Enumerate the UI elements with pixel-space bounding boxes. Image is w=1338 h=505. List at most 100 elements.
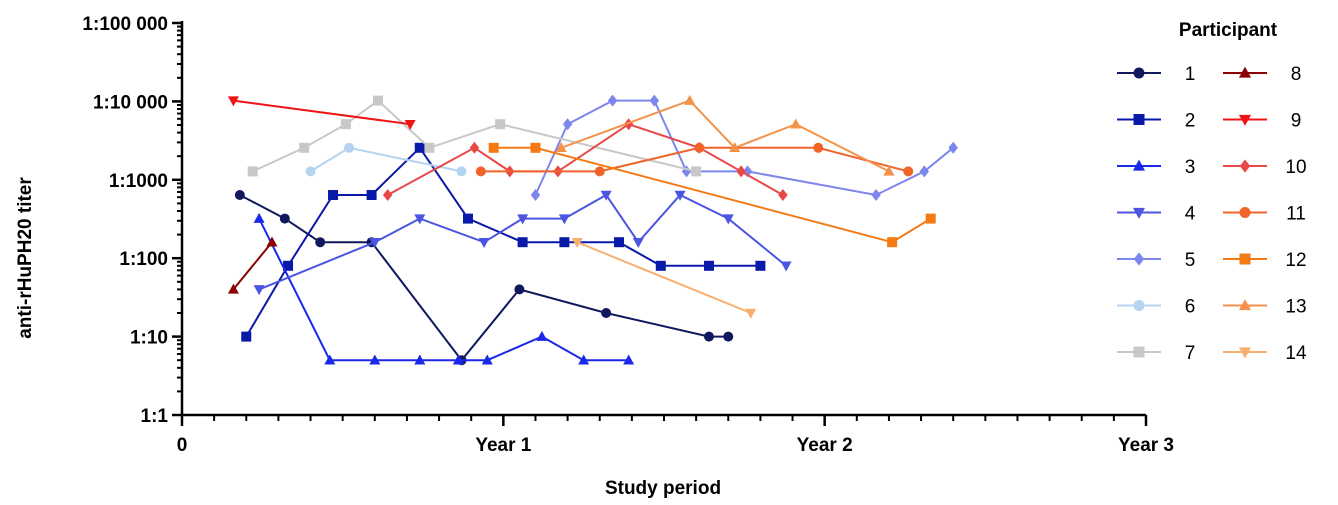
series-5-point (681, 165, 692, 178)
series-4-point (558, 214, 570, 225)
series-4-point (414, 214, 426, 225)
series-2-point (517, 237, 528, 248)
legend-title: Participant (1179, 20, 1278, 41)
y-tick-label: 1:10 (130, 328, 168, 349)
legend-marker (1133, 67, 1145, 79)
series-4-point (478, 237, 490, 248)
series-11-point (475, 166, 486, 177)
series-2-point (462, 213, 473, 224)
series-2-point (366, 189, 377, 200)
series-5-point (871, 188, 881, 201)
legend-item-2: 2 (1117, 111, 1195, 132)
series-9-point (227, 96, 239, 107)
series-4 (253, 190, 792, 296)
legend-marker (1132, 207, 1146, 219)
series-7-point (373, 95, 384, 106)
legend-label: 2 (1185, 111, 1196, 132)
series-7-point (299, 142, 310, 153)
series-2-point (328, 189, 339, 200)
y-tick-label: 1:10 000 (93, 92, 168, 113)
series-14-point (745, 308, 757, 319)
legend-marker (1239, 253, 1251, 265)
series-11-point (694, 142, 705, 153)
series-13-point (729, 142, 741, 153)
series-2-point (614, 237, 625, 248)
legend-label: 4 (1185, 204, 1196, 225)
series-12-line (493, 146, 932, 244)
legend-label: 10 (1285, 157, 1306, 178)
series-1-line (239, 194, 729, 362)
series-8 (227, 236, 278, 294)
series-2-point (755, 260, 766, 271)
series-2-point (655, 260, 666, 271)
series-10-point (382, 188, 393, 201)
series-3-point (481, 354, 493, 365)
series-12-point (887, 237, 898, 248)
legend-marker (1133, 114, 1145, 125)
series-2-point (559, 237, 570, 248)
legend-item-1: 1 (1117, 64, 1195, 85)
series-2-line (245, 146, 761, 338)
series-1-point (514, 284, 525, 295)
legend-label: 12 (1285, 250, 1306, 271)
series-4-point (517, 214, 529, 225)
series-3-point (369, 354, 381, 365)
series-4-point (722, 214, 734, 225)
series-9-point (404, 119, 416, 130)
legend-label: 1 (1185, 64, 1196, 85)
x-axis-title: Study period (605, 478, 721, 499)
legend-item-5: 5 (1117, 250, 1195, 271)
legend-item-13: 13 (1223, 297, 1307, 318)
series-5-point (919, 165, 930, 178)
series-4-point (780, 261, 792, 272)
series-3-point (452, 354, 464, 365)
legend-marker (1239, 207, 1251, 218)
series-2-point (703, 260, 714, 271)
legend-item-3: 3 (1117, 157, 1195, 178)
series-13-point (790, 118, 802, 129)
legend-item-8: 8 (1223, 64, 1301, 85)
legend-item-6: 6 (1117, 297, 1195, 318)
legend-label: 13 (1285, 297, 1306, 318)
series-3-point (578, 354, 590, 365)
series-10-point (469, 141, 480, 154)
series-4-point (632, 237, 644, 248)
legend-label: 14 (1285, 343, 1307, 364)
x-tick-label: Year 3 (1118, 435, 1174, 456)
legend-marker (1238, 299, 1252, 311)
legend-item-12: 12 (1223, 250, 1307, 271)
legend-label: 5 (1185, 250, 1196, 271)
legend-item-14: 14 (1223, 343, 1307, 364)
series-1-point (279, 213, 290, 224)
series-5-point (948, 141, 958, 154)
series-6-point (456, 166, 467, 177)
series-12 (488, 142, 936, 248)
series-6-point (305, 166, 316, 177)
legend-item-11: 11 (1223, 204, 1306, 225)
legend-item-10: 10 (1223, 157, 1307, 178)
series-layer (227, 94, 958, 366)
legend-label: 3 (1185, 157, 1196, 178)
series-7-point (340, 119, 351, 130)
legend-item-9: 9 (1223, 111, 1301, 132)
series-9 (227, 96, 416, 130)
series-10 (382, 118, 788, 201)
series-14-point (571, 237, 583, 248)
legend-label: 8 (1291, 64, 1302, 85)
series-2-point (414, 142, 425, 153)
series-5-point (607, 94, 618, 107)
legend-label: 11 (1286, 204, 1306, 225)
series-5 (530, 94, 958, 201)
series-3 (253, 212, 635, 365)
series-1 (234, 189, 734, 366)
axes-layer: 1:1 1:10 1:100 1:1000 1:10 000 1:100 000 0 Year… (82, 14, 1174, 456)
series-5-point (562, 118, 573, 131)
legend-marker (1133, 252, 1145, 266)
series-10-point (736, 165, 746, 178)
y-axis-title: anti-rHuPH20 titer (15, 177, 36, 339)
legend-marker (1238, 347, 1252, 359)
legend-item-4: 4 (1117, 204, 1196, 225)
series-13-point (555, 142, 567, 153)
